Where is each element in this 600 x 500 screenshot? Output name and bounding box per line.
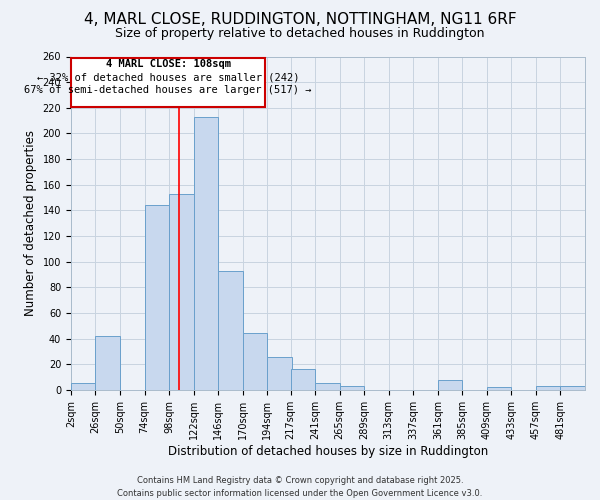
FancyBboxPatch shape [71, 58, 265, 106]
Bar [438, 380, 463, 390]
Y-axis label: Number of detached properties: Number of detached properties [24, 130, 37, 316]
Bar [71, 384, 95, 390]
Bar [290, 370, 315, 390]
Bar [340, 386, 364, 390]
Bar [536, 386, 560, 390]
Text: Contains HM Land Registry data © Crown copyright and database right 2025.
Contai: Contains HM Land Registry data © Crown c… [118, 476, 482, 498]
Bar [560, 386, 585, 390]
Text: ← 32% of detached houses are smaller (242): ← 32% of detached houses are smaller (24… [37, 72, 299, 82]
Bar [315, 384, 340, 390]
Text: 4 MARL CLOSE: 108sqm: 4 MARL CLOSE: 108sqm [106, 59, 230, 69]
X-axis label: Distribution of detached houses by size in Ruddington: Distribution of detached houses by size … [168, 444, 488, 458]
Bar [487, 388, 511, 390]
Bar [95, 336, 120, 390]
Text: 67% of semi-detached houses are larger (517) →: 67% of semi-detached houses are larger (… [24, 85, 312, 95]
Text: Size of property relative to detached houses in Ruddington: Size of property relative to detached ho… [115, 28, 485, 40]
Text: 4, MARL CLOSE, RUDDINGTON, NOTTINGHAM, NG11 6RF: 4, MARL CLOSE, RUDDINGTON, NOTTINGHAM, N… [83, 12, 517, 28]
Bar [242, 334, 267, 390]
Bar [194, 117, 218, 390]
Bar [169, 194, 194, 390]
Bar [267, 356, 292, 390]
Bar [145, 205, 169, 390]
Bar [218, 270, 242, 390]
